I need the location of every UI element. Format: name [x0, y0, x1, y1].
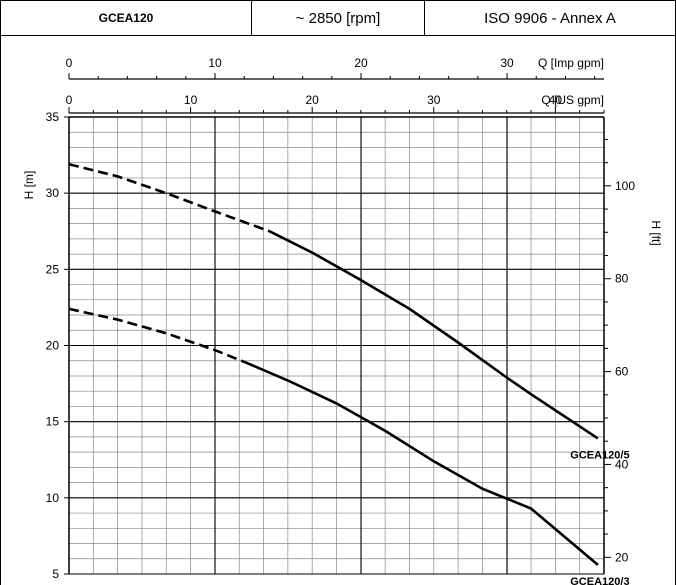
y-right-tick-label: 20	[615, 550, 629, 564]
x-bottom-tick-label: 20	[306, 93, 320, 107]
curve-label-0: GCEA120/5	[570, 449, 629, 461]
curve-solid-0	[269, 230, 599, 440]
x-top-tick-label: 10	[208, 56, 222, 70]
curve-solid-1	[244, 361, 599, 566]
speed-label: ~ 2850 [rpm]	[295, 9, 381, 27]
y-left-tick-label: 5	[52, 567, 59, 581]
model-title: GCEA120	[98, 11, 154, 25]
x-top-tick-label: 20	[354, 56, 368, 70]
x-top-tick-label: 30	[500, 56, 514, 70]
axes: 0 10 20 30 0 10 20 30 40 5 10 15 20 25 30 35 20 40 60 80 100	[46, 56, 636, 581]
y-right-tick-label: 100	[615, 179, 635, 193]
x-bottom-tick-label: 40	[549, 93, 563, 107]
y-right-axis-label: H [ft]	[649, 220, 663, 245]
x-bottom-tick-label: 30	[427, 93, 441, 107]
x-bottom-tick-label: 0	[66, 93, 73, 107]
y-left-tick-label: 35	[46, 110, 60, 124]
performance-curves: GCEA120/5 GCEA120/3	[68, 162, 630, 585]
x-top-tick-label: 0	[66, 56, 73, 70]
y-left-tick-label: 20	[46, 339, 60, 353]
curve-label-1: GCEA120/3	[570, 576, 629, 585]
y-left-tick-label: 25	[46, 262, 60, 276]
y-left-tick-label: 30	[46, 186, 60, 200]
curve-dashed-0	[68, 162, 271, 233]
curve-dashed-1	[68, 307, 246, 364]
axis-labels: Q [Imp gpm] Q [US gpm] H [m] H [ft]	[22, 56, 663, 246]
x-top-axis-label: Q [Imp gpm]	[538, 56, 604, 70]
y-left-tick-label: 15	[46, 415, 60, 429]
y-right-tick-label: 40	[615, 457, 629, 471]
y-right-tick-label: 80	[615, 272, 629, 286]
x-bottom-axis-label: Q [US gpm]	[541, 93, 604, 107]
y-right-tick-label: 60	[615, 365, 629, 379]
standard-label: ISO 9906 - Annex A	[484, 9, 616, 27]
x-bottom-tick-label: 10	[184, 93, 198, 107]
y-left-tick-label: 10	[46, 491, 60, 505]
y-left-axis-label: H [m]	[22, 171, 36, 200]
